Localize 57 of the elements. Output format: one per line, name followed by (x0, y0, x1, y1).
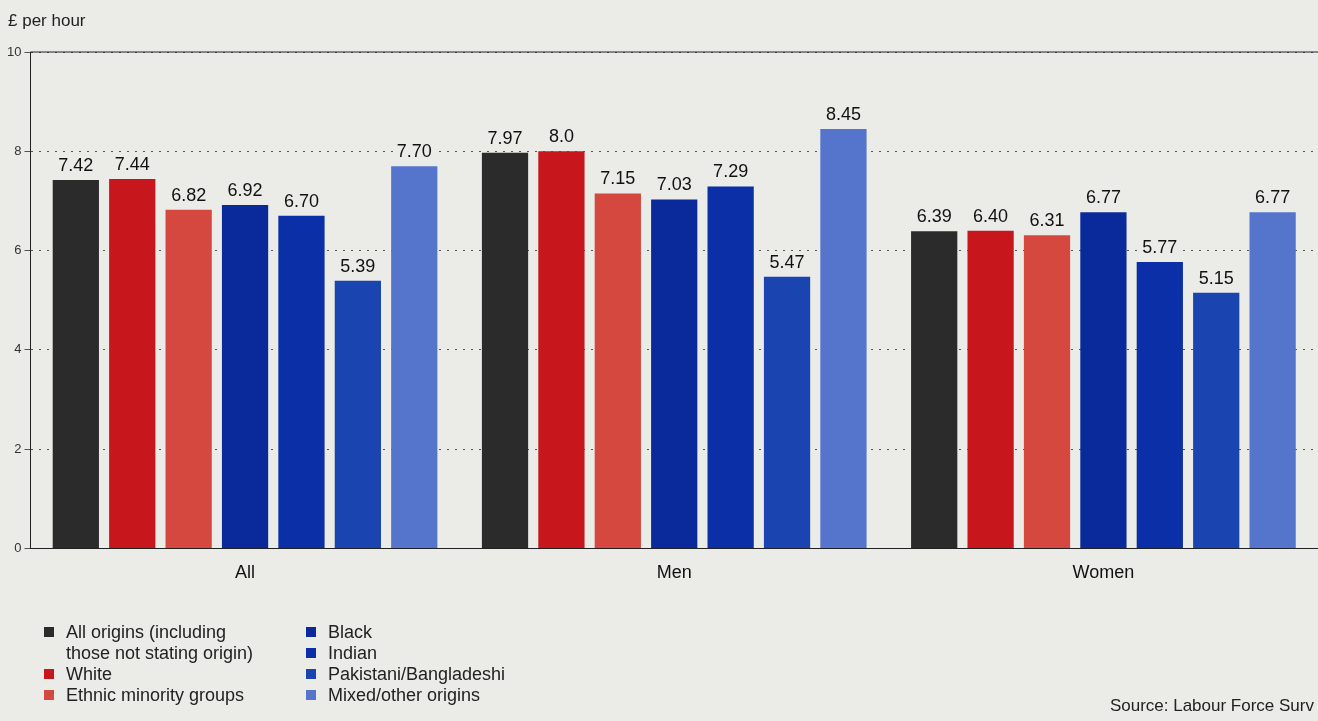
x-tick-label: Men (656, 562, 692, 583)
bar (109, 179, 156, 548)
bar (820, 128, 867, 548)
y-tick-label: 8 (14, 142, 22, 158)
x-tick-label: Women (1072, 562, 1135, 583)
data-label: 7.70 (396, 141, 432, 162)
data-label: 6.31 (1029, 210, 1065, 231)
data-label: 6.77 (1085, 187, 1121, 208)
data-label: 8.0 (548, 126, 574, 147)
data-label: 5.47 (769, 251, 805, 272)
y-tick-label: 0 (14, 539, 22, 555)
bar (1136, 261, 1183, 548)
data-label: 6.82 (171, 184, 207, 205)
data-label: 6.70 (283, 190, 319, 211)
legend-label: Black (328, 622, 373, 643)
bar (1193, 292, 1240, 548)
bar (165, 209, 212, 548)
bar (763, 276, 811, 548)
legend-label: Pakistani/Bangladeshi (328, 664, 506, 685)
bar (334, 280, 381, 548)
data-label: 7.44 (114, 154, 150, 175)
data-label: 7.03 (656, 174, 692, 195)
y-tick-label: 4 (14, 341, 22, 357)
bar (278, 215, 325, 548)
legend-label: White (66, 664, 113, 685)
bar (651, 199, 698, 548)
y-tick-label: 10 (6, 43, 22, 59)
data-label: 7.15 (600, 168, 636, 189)
bar (707, 186, 754, 548)
data-label: 6.40 (973, 205, 1009, 226)
data-label: 6.77 (1255, 187, 1291, 208)
bar (221, 204, 269, 548)
bar (391, 166, 438, 548)
legend-label: Ethnic minority groups (66, 685, 245, 706)
y-tick-label: 2 (14, 440, 22, 456)
x-tick-label: All (235, 562, 256, 583)
bar (967, 230, 1014, 548)
legend-label: All origins (including those not stating origin) (66, 622, 255, 664)
data-label: 7.42 (58, 155, 94, 176)
bar (538, 151, 585, 548)
data-label: 7.97 (487, 127, 523, 148)
data-label: 6.92 (227, 179, 263, 200)
data-label: 7.29 (713, 161, 749, 182)
data-label: 6.39 (916, 206, 952, 227)
bar (594, 193, 641, 548)
y-axis-title: £ per hour (8, 11, 86, 31)
bar (1080, 212, 1127, 548)
legend-label: Mixed/other origins (328, 685, 481, 706)
bar (1023, 235, 1071, 548)
legend-label: Indian (328, 643, 378, 664)
bar (1249, 212, 1296, 548)
source-note: Source: Labour Force Surv (1109, 696, 1314, 716)
data-label: 5.15 (1198, 267, 1234, 288)
data-label: 5.39 (340, 255, 376, 276)
y-tick-label: 6 (14, 242, 22, 258)
data-label: 8.45 (825, 103, 861, 124)
data-label: 5.77 (1142, 236, 1178, 257)
